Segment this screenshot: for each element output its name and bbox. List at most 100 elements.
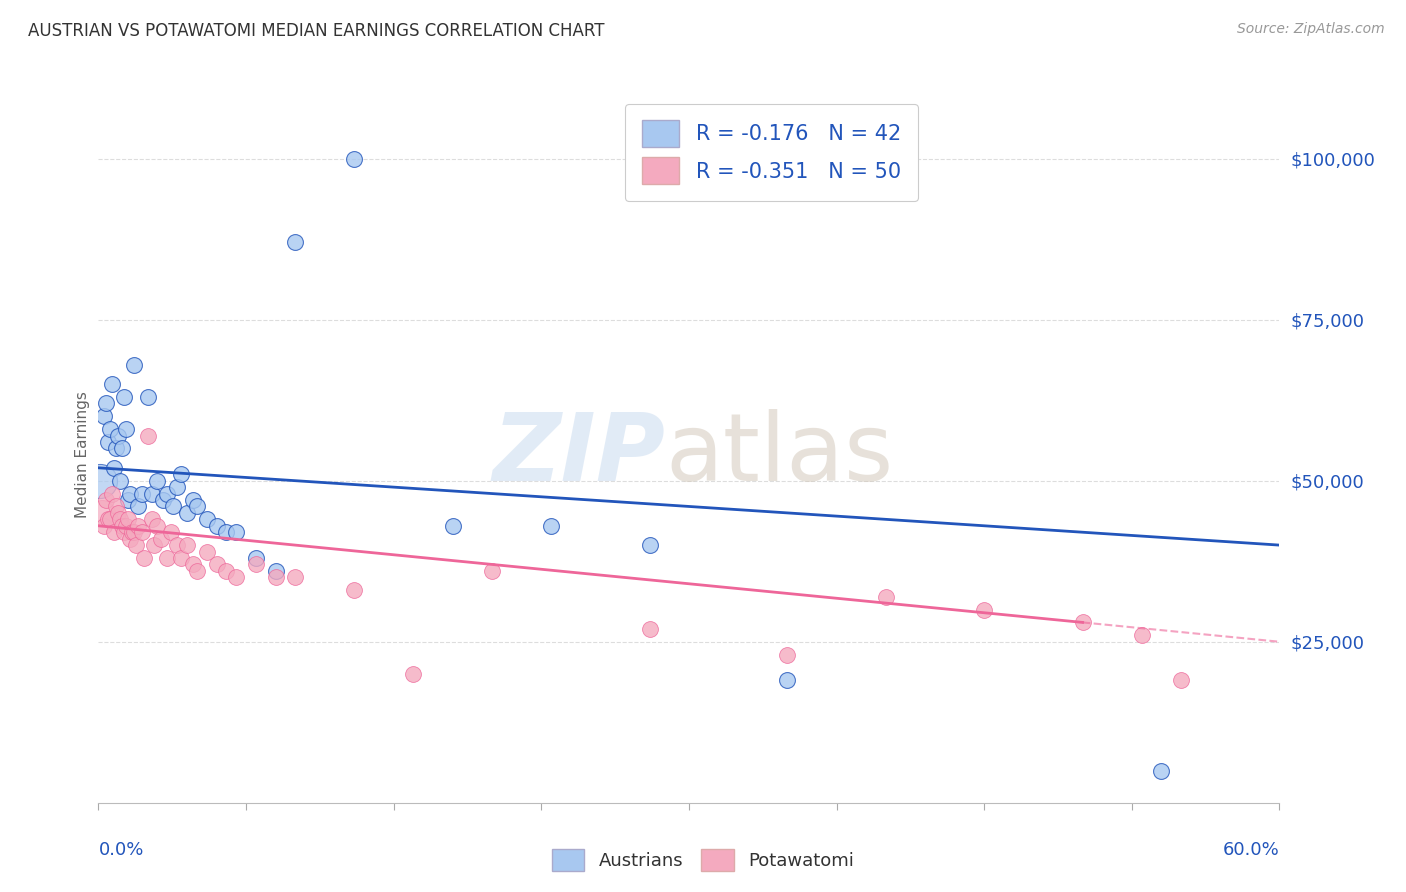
Point <box>181 493 204 508</box>
Point <box>103 460 125 475</box>
Text: 0.0%: 0.0% <box>98 841 143 859</box>
Point <box>225 570 247 584</box>
Point <box>1130 628 1153 642</box>
Point <box>170 551 193 566</box>
Point <box>1071 615 1094 630</box>
Point <box>146 518 169 533</box>
Point <box>122 358 145 372</box>
Point <box>101 486 124 500</box>
Legend: R = -0.176   N = 42, R = -0.351   N = 50: R = -0.176 N = 42, R = -0.351 N = 50 <box>626 103 918 201</box>
Point <box>1150 764 1173 778</box>
Point <box>195 512 218 526</box>
Point <box>101 377 124 392</box>
Point <box>215 564 238 578</box>
Point <box>152 493 174 508</box>
Point <box>343 152 366 166</box>
Point <box>205 518 228 533</box>
Point <box>142 538 165 552</box>
Point <box>343 583 366 598</box>
Point <box>441 518 464 533</box>
Point <box>186 500 208 514</box>
Point <box>89 474 111 488</box>
Point <box>127 518 149 533</box>
Point <box>166 538 188 552</box>
Legend: Austrians, Potawatomi: Austrians, Potawatomi <box>544 842 862 879</box>
Text: Source: ZipAtlas.com: Source: ZipAtlas.com <box>1237 22 1385 37</box>
Point <box>973 602 995 616</box>
Point <box>166 480 188 494</box>
Text: AUSTRIAN VS POTAWATOMI MEDIAN EARNINGS CORRELATION CHART: AUSTRIAN VS POTAWATOMI MEDIAN EARNINGS C… <box>28 22 605 40</box>
Point <box>98 422 121 436</box>
Point <box>284 570 307 584</box>
Point <box>103 525 125 540</box>
Point <box>107 428 129 442</box>
Point <box>96 493 118 508</box>
Point <box>132 551 155 566</box>
Text: 60.0%: 60.0% <box>1223 841 1279 859</box>
Point <box>121 525 143 540</box>
Point <box>98 512 121 526</box>
Point <box>160 525 183 540</box>
Point <box>111 442 134 456</box>
Point <box>264 564 287 578</box>
Point <box>156 551 179 566</box>
Point <box>118 532 141 546</box>
Point <box>481 564 503 578</box>
Point <box>170 467 193 482</box>
Y-axis label: Median Earnings: Median Earnings <box>75 392 90 518</box>
Point <box>776 648 799 662</box>
Text: ZIP: ZIP <box>492 409 665 501</box>
Point <box>105 500 128 514</box>
Point <box>112 525 135 540</box>
Point <box>205 558 228 572</box>
Point <box>91 506 114 520</box>
Point <box>115 422 138 436</box>
Point <box>875 590 897 604</box>
Point <box>776 673 799 688</box>
Point <box>638 622 661 636</box>
Point <box>141 512 163 526</box>
Point <box>176 506 198 520</box>
Point <box>131 486 153 500</box>
Point <box>97 512 120 526</box>
Point <box>146 474 169 488</box>
Point <box>93 409 115 424</box>
Point <box>125 538 148 552</box>
Point <box>284 235 307 250</box>
Point <box>215 525 238 540</box>
Point <box>117 493 139 508</box>
Point <box>195 544 218 558</box>
Point <box>540 518 562 533</box>
Point <box>136 390 159 404</box>
Point <box>112 390 135 404</box>
Point <box>97 435 120 450</box>
Point <box>122 525 145 540</box>
Point <box>225 525 247 540</box>
Point <box>108 474 131 488</box>
Point <box>108 512 131 526</box>
Point <box>93 518 115 533</box>
Point <box>245 551 267 566</box>
Point <box>264 570 287 584</box>
Point <box>245 558 267 572</box>
Point <box>127 500 149 514</box>
Point <box>176 538 198 552</box>
Point <box>156 486 179 500</box>
Point <box>111 518 134 533</box>
Point <box>150 532 173 546</box>
Point <box>162 500 184 514</box>
Point <box>96 396 118 410</box>
Point <box>136 428 159 442</box>
Point <box>115 518 138 533</box>
Point <box>1170 673 1192 688</box>
Point <box>107 506 129 520</box>
Point <box>402 667 425 681</box>
Point <box>638 538 661 552</box>
Point <box>118 486 141 500</box>
Point <box>186 564 208 578</box>
Point <box>181 558 204 572</box>
Point <box>131 525 153 540</box>
Text: atlas: atlas <box>665 409 894 501</box>
Point <box>105 442 128 456</box>
Point <box>117 512 139 526</box>
